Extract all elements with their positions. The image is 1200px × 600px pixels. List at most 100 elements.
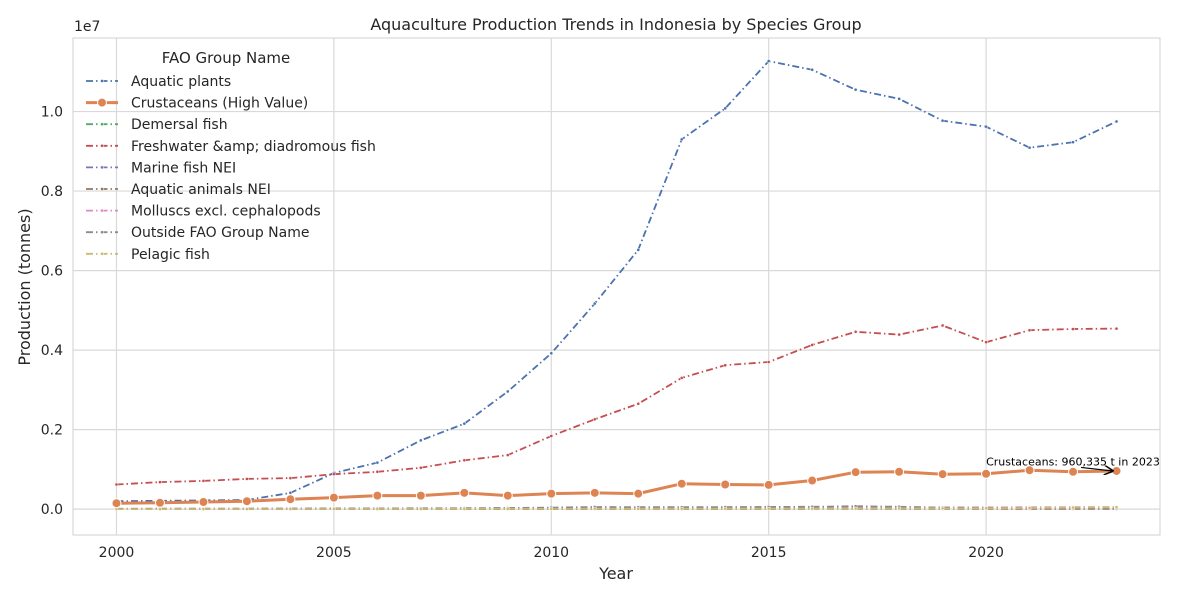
data-point: [459, 487, 470, 498]
data-point: [850, 467, 861, 478]
data-point: [375, 460, 380, 465]
data-point: [288, 476, 293, 480]
plot-area: [72, 37, 1161, 536]
legend-label: Marine fish NEI: [131, 160, 236, 176]
data-point: [1027, 145, 1032, 150]
legend-item: Crustaceans (High Value): [86, 96, 308, 112]
legend-label: Crustaceans (High Value): [131, 96, 308, 112]
legend-marker: [100, 79, 104, 83]
data-point: [894, 466, 905, 477]
data-point: [897, 506, 901, 511]
legend-label: Aquatic plants: [131, 74, 231, 90]
data-point: [1068, 466, 1079, 477]
data-point: [853, 506, 858, 511]
data-point: [723, 106, 728, 111]
legend-label: Freshwater &amp; diadromous fish: [131, 139, 376, 155]
data-point: [462, 507, 467, 511]
legend-marker: [100, 165, 104, 170]
data-point: [766, 59, 771, 63]
data-point: [853, 329, 858, 334]
data-point: [462, 458, 467, 463]
data-point: [723, 506, 728, 511]
data-point: [1114, 505, 1119, 510]
data-point: [158, 507, 162, 511]
data-point: [332, 472, 336, 477]
data-point: [418, 507, 423, 511]
legend-item: Outside FAO Group Name: [86, 225, 309, 241]
legend-item: Marine fish NEI: [86, 160, 236, 176]
y-tick-label: 1.0: [41, 105, 63, 121]
x-tick-label: 2005: [316, 545, 352, 561]
data-point: [984, 506, 988, 511]
data-point: [897, 332, 901, 337]
data-point: [807, 475, 818, 486]
data-point: [372, 490, 383, 501]
series-layer: [111, 59, 1122, 511]
data-point: [679, 376, 684, 380]
data-point: [114, 482, 119, 487]
data-point: [288, 507, 293, 511]
y-tick-label: 0.2: [41, 423, 63, 439]
chart-title: Aquaculture Production Trends in Indones…: [370, 15, 861, 34]
data-point: [766, 506, 771, 511]
data-point: [937, 469, 948, 480]
legend-marker: [100, 230, 104, 235]
data-point: [245, 507, 249, 511]
x-tick-label: 2020: [968, 545, 1004, 561]
data-point: [1114, 326, 1119, 331]
x-axis-title: Year: [598, 564, 633, 583]
legend-item: Aquatic plants: [86, 74, 231, 90]
data-point: [1071, 327, 1075, 331]
y-axis: 0.0 0.2 0.4 0.6 0.8 1.0: [41, 105, 63, 519]
legend-marker: [100, 251, 104, 256]
legend-marker: [97, 97, 107, 108]
data-point: [1071, 140, 1075, 145]
data-point: [720, 479, 731, 490]
legend-item: Aquatic animals NEI: [86, 182, 271, 198]
data-point: [633, 488, 644, 499]
data-point: [328, 492, 339, 503]
data-point: [810, 506, 815, 511]
data-point: [940, 118, 945, 123]
legend: FAO Group Name Aquatic plants Crustaceans …: [86, 49, 376, 263]
data-point: [241, 496, 252, 507]
data-point: [505, 389, 510, 394]
data-point: [636, 248, 641, 252]
legend-marker: [100, 122, 104, 127]
data-point: [418, 438, 423, 443]
data-point: [415, 490, 426, 501]
data-point: [589, 487, 600, 498]
legend-label: Demersal fish: [131, 117, 228, 133]
series-crustaceans-high-value: [111, 465, 1122, 509]
series-line: [116, 324, 1117, 486]
data-point: [592, 301, 597, 306]
y-scale-offset-label: 1e7: [74, 19, 100, 35]
legend-item: Molluscs excl. cephalopods: [86, 204, 321, 220]
data-point: [984, 124, 988, 129]
data-point: [679, 137, 684, 142]
data-point: [810, 343, 815, 347]
y-axis-title: Production (tonnes): [15, 208, 34, 365]
annotation-layer: Crustaceans: 960,335 t in 2023: [986, 455, 1160, 471]
data-point: [763, 479, 774, 490]
data-point: [981, 468, 992, 479]
data-point: [154, 497, 165, 508]
series-line: [116, 506, 1117, 511]
data-point: [940, 323, 945, 328]
data-point: [1027, 328, 1032, 333]
data-point: [1071, 505, 1075, 510]
data-point: [502, 490, 513, 501]
annotation-arrow: [1081, 467, 1112, 471]
data-point: [897, 96, 901, 101]
data-point: [679, 506, 684, 511]
legend-title: FAO Group Name: [162, 49, 291, 67]
data-point: [766, 360, 771, 364]
data-point: [810, 67, 815, 72]
data-point: [636, 401, 641, 406]
data-point: [201, 507, 206, 511]
data-point: [1027, 506, 1032, 510]
data-point: [940, 506, 945, 511]
series-pelagic-fish: [114, 505, 1119, 511]
data-point: [462, 421, 467, 426]
